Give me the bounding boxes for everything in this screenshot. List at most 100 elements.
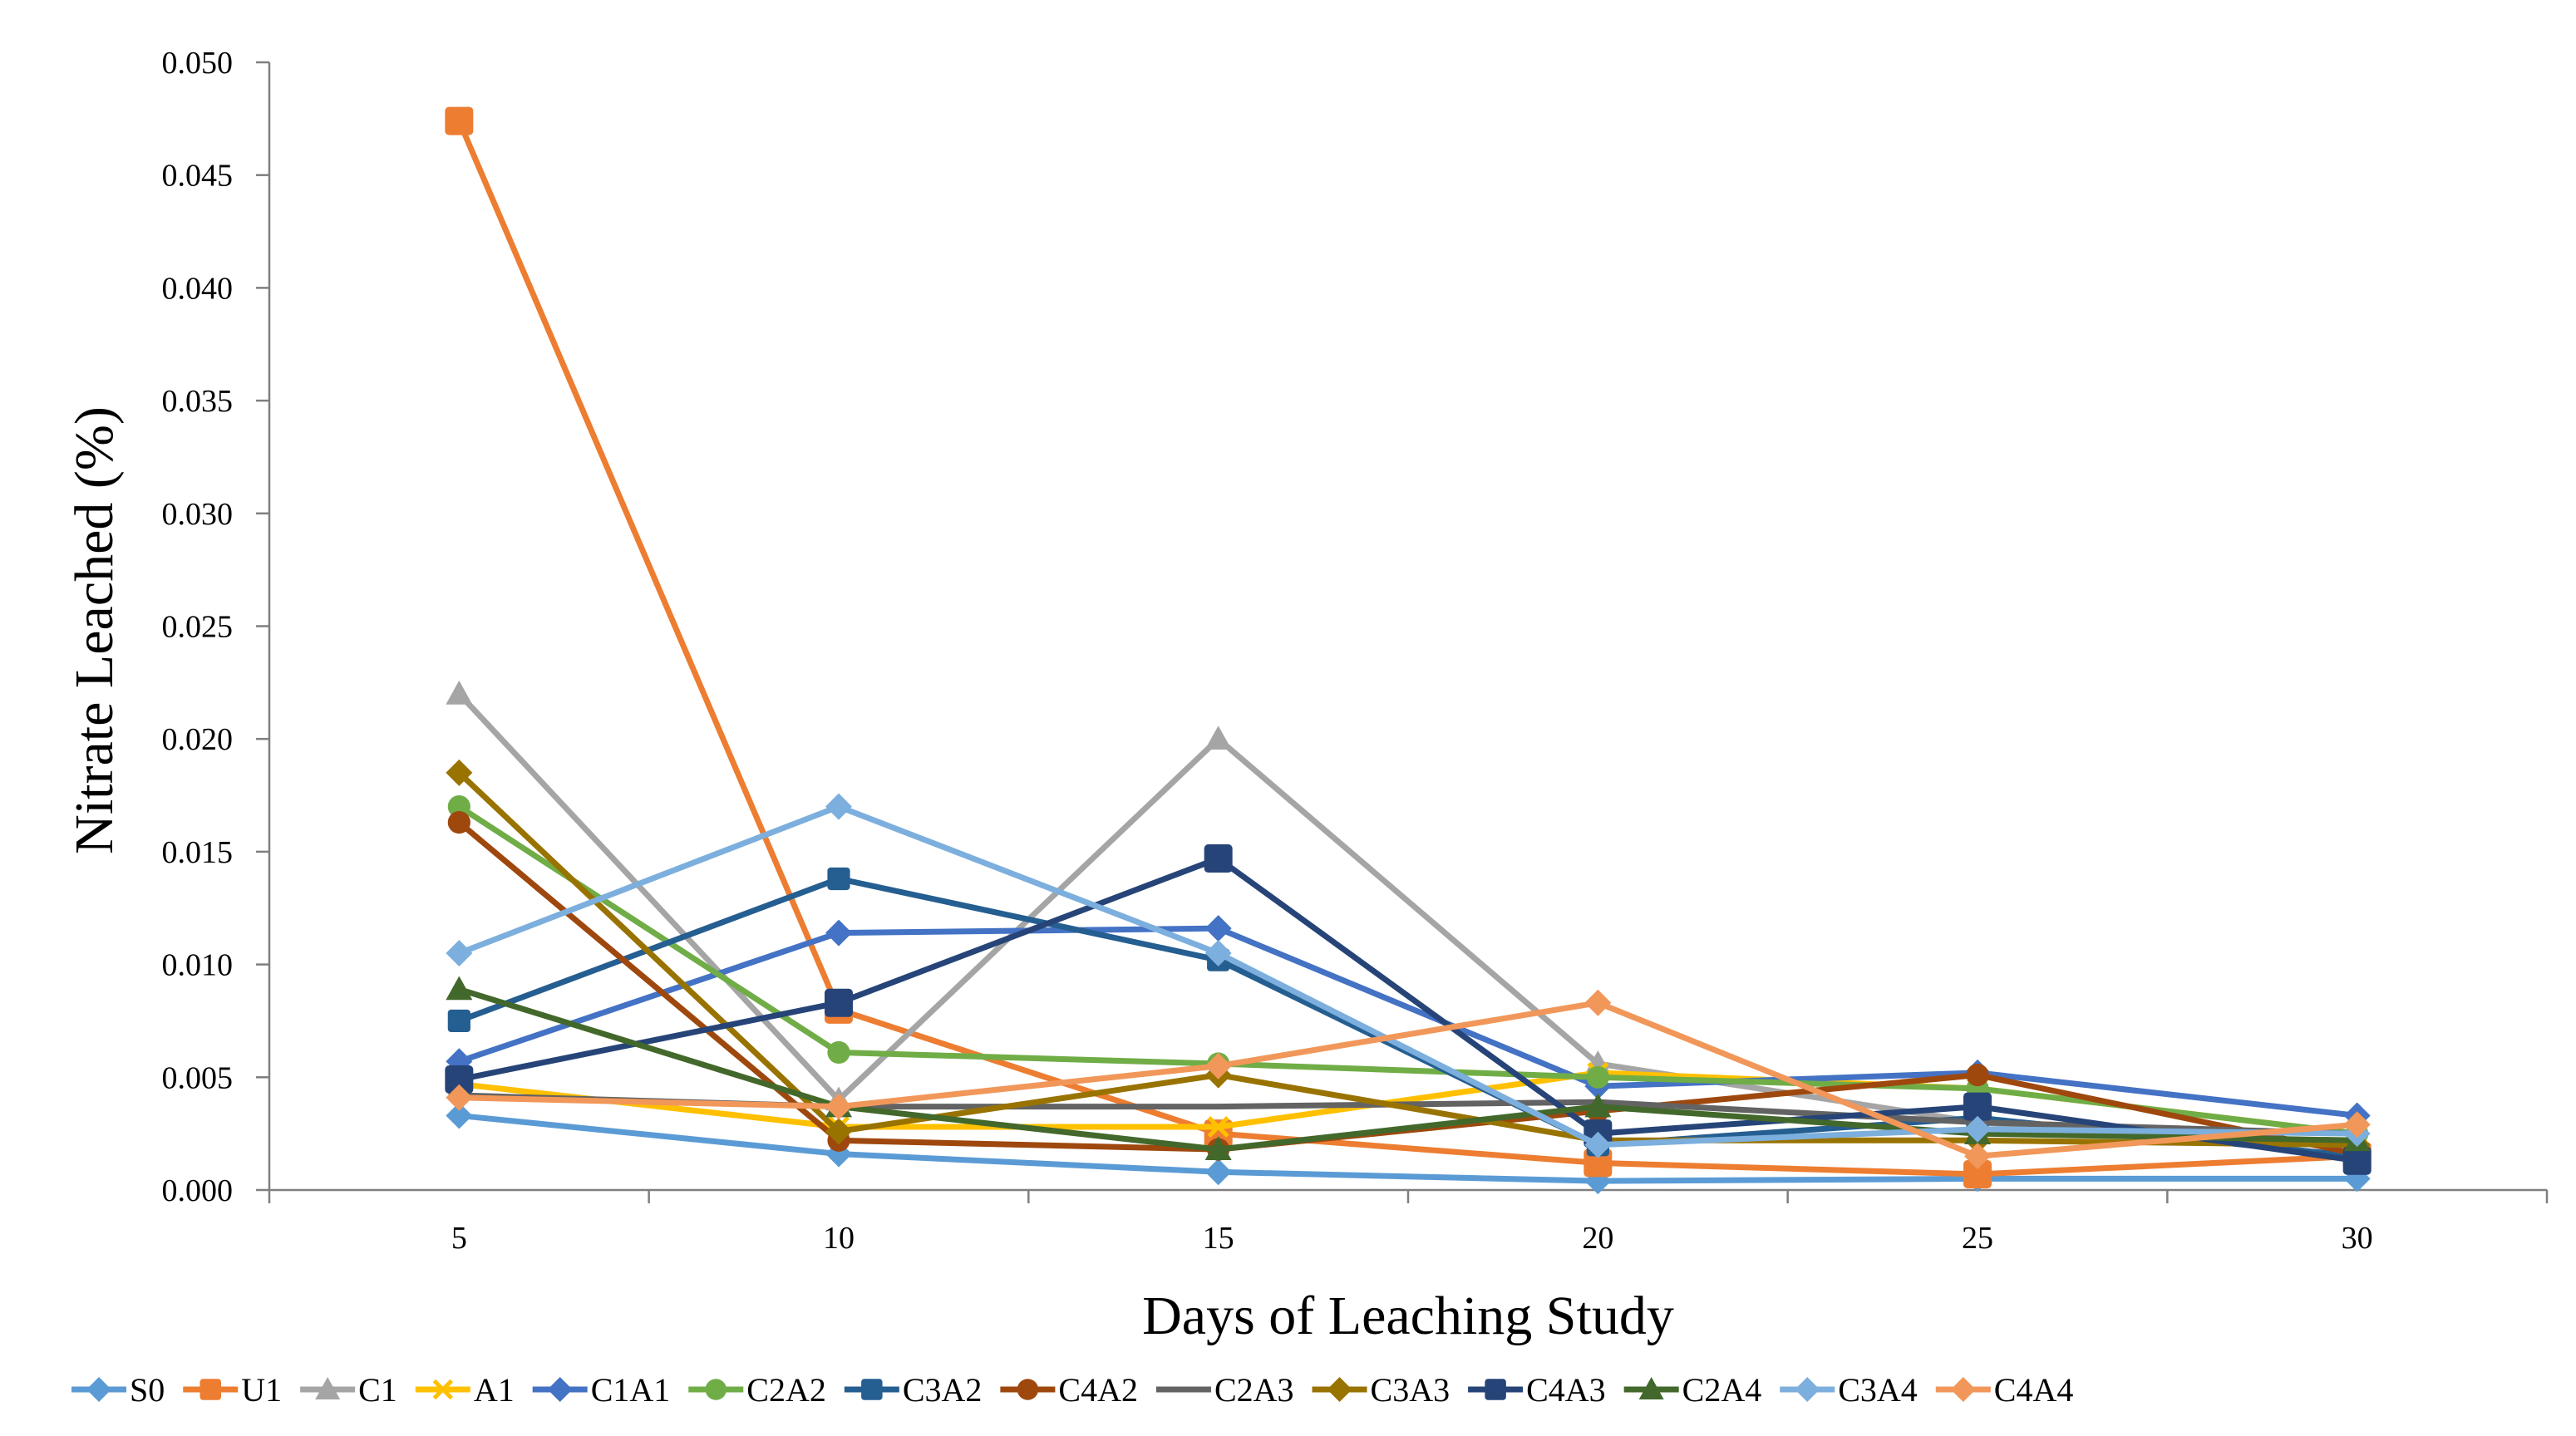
data-point-c1a1 [1204, 915, 1232, 942]
legend-item-c2a4: C2A4 [1623, 1371, 1762, 1409]
legend-item-u1: U1 [183, 1371, 282, 1409]
legend-label: C2A2 [746, 1371, 826, 1409]
data-point-c1 [446, 680, 473, 705]
data-point-c1a1 [825, 919, 852, 947]
legend-label: C2A4 [1682, 1371, 1762, 1409]
legend-label: C4A3 [1526, 1371, 1606, 1409]
y-tick-label: 0.020 [162, 722, 234, 757]
series-c4a4 [446, 989, 2371, 1170]
data-point-u1 [1963, 1160, 1992, 1189]
y-tick-label: 0.050 [162, 46, 234, 81]
legend-item-c3a4: C3A4 [1780, 1371, 1918, 1409]
data-point-c4a2 [447, 811, 470, 834]
x-tick-label: 20 [1582, 1221, 1613, 1256]
legend-marker [705, 1379, 727, 1400]
data-point-c2a4 [1204, 1136, 1232, 1160]
series-line-u1 [456, 118, 2361, 1178]
y-tick-label: 0.015 [162, 835, 234, 870]
data-point-c2a2 [447, 795, 470, 819]
data-point-c2a2 [827, 1040, 850, 1065]
y-axis-title: Nitrate Leached (%) [64, 406, 125, 854]
series-line-c3a4 [456, 804, 2361, 1148]
legend-item-c4a4: C4A4 [1935, 1371, 2074, 1409]
x-tick-label: 15 [1203, 1221, 1234, 1256]
legend-marker [1327, 1377, 1352, 1402]
legend-marker [861, 1379, 883, 1400]
data-point-c1 [1204, 725, 1232, 750]
legend-marker [432, 1379, 454, 1400]
legend-item-s0: S0 [71, 1371, 165, 1409]
legend-marker [315, 1377, 341, 1399]
data-point-c3a2 [447, 1009, 470, 1033]
x-axis-title: Days of Leaching Study [1142, 1286, 1674, 1346]
legend-item-c4a3: C4A3 [1468, 1371, 1606, 1409]
data-point-c4a4 [1204, 1052, 1232, 1079]
legend-marker [547, 1377, 573, 1402]
legend-item-c2a2: C2A2 [688, 1371, 826, 1409]
legend-label: C3A3 [1371, 1371, 1451, 1409]
data-point-c3a4 [1964, 1115, 1991, 1143]
x-tick-label: 10 [823, 1221, 855, 1256]
y-tick-label: 0.040 [162, 271, 234, 306]
axes: 0.000 0.005 0.010 0.015 0.020 0.025 0.030 0.035… [162, 46, 2549, 1256]
legend-item-c1a1: C1A1 [532, 1371, 671, 1409]
legend-label: C2A3 [1214, 1371, 1294, 1409]
legend-marker [1795, 1377, 1820, 1402]
data-point-c3a3 [446, 759, 473, 786]
series-line-c4a4 [456, 1000, 2361, 1159]
series-line-c2a2 [456, 804, 2361, 1137]
legend-label: C3A4 [1838, 1371, 1918, 1409]
legend-label: C4A4 [1994, 1371, 2074, 1409]
data-point-c3a4 [1584, 1131, 1612, 1158]
series-layer [445, 106, 2372, 1195]
data-point-c4a4 [446, 1084, 473, 1111]
data-point-u1 [445, 106, 474, 135]
data-point-c4a3 [1204, 844, 1233, 873]
y-tick-label: 0.010 [162, 948, 234, 983]
data-point-c4a4 [1584, 989, 1612, 1016]
x-tick-label: 30 [2342, 1221, 2373, 1256]
legend-item-c3a3: C3A3 [1312, 1371, 1451, 1409]
legend-label: C1A1 [591, 1371, 671, 1409]
legend-item-c2a3: C2A3 [1155, 1371, 1294, 1409]
legend-label: S0 [130, 1371, 165, 1409]
y-tick-label: 0.045 [162, 159, 234, 194]
x-tick-label: 25 [1962, 1221, 1993, 1256]
legend-marker [1017, 1379, 1039, 1400]
data-point-c2a4 [446, 976, 473, 1001]
legend-item-c4a2: C4A2 [1000, 1371, 1138, 1409]
data-point-c2a4 [1584, 1093, 1612, 1118]
data-point-c3a2 [827, 867, 850, 891]
data-point-a1 [1207, 1116, 1229, 1138]
data-point-c4a3 [2342, 1146, 2372, 1175]
y-tick-label: 0.005 [162, 1060, 234, 1095]
series-line-s0 [456, 1112, 2361, 1184]
y-tick-label: 0.035 [162, 384, 234, 419]
legend-marker [86, 1377, 111, 1402]
legend: S0 U1 C1 A1 C1A1 C2A2 C3A2 C4A2 C2A3 C3A3 C4A3 C2A4… [71, 1371, 2073, 1409]
legend-marker [199, 1379, 221, 1400]
legend-label: U1 [241, 1371, 282, 1409]
legend-label: C1 [358, 1371, 397, 1409]
data-point-s0 [1204, 1158, 1232, 1186]
data-point-c4a3 [1963, 1092, 1992, 1121]
data-point-c4a2 [1966, 1063, 1989, 1087]
data-point-c3a3 [825, 1118, 852, 1145]
data-point-c3a4 [446, 940, 473, 967]
data-point-c4a3 [825, 988, 853, 1017]
y-tick-label: 0.030 [162, 497, 234, 532]
data-point-c2a2 [1586, 1065, 1609, 1089]
legend-item-c3a2: C3A2 [844, 1371, 982, 1409]
legend-marker [1638, 1377, 1664, 1399]
data-point-c4a3 [445, 1065, 474, 1094]
legend-item-c1: C1 [300, 1371, 397, 1409]
data-point-c4a4 [825, 1093, 852, 1120]
legend-marker [1950, 1377, 1976, 1402]
data-point-c3a4 [825, 793, 852, 820]
legend-marker [1485, 1379, 1506, 1400]
data-point-c3a4 [1204, 940, 1232, 967]
x-tick-label: 5 [451, 1221, 467, 1256]
legend-item-a1: A1 [415, 1371, 515, 1409]
legend-label: C4A2 [1058, 1371, 1138, 1409]
